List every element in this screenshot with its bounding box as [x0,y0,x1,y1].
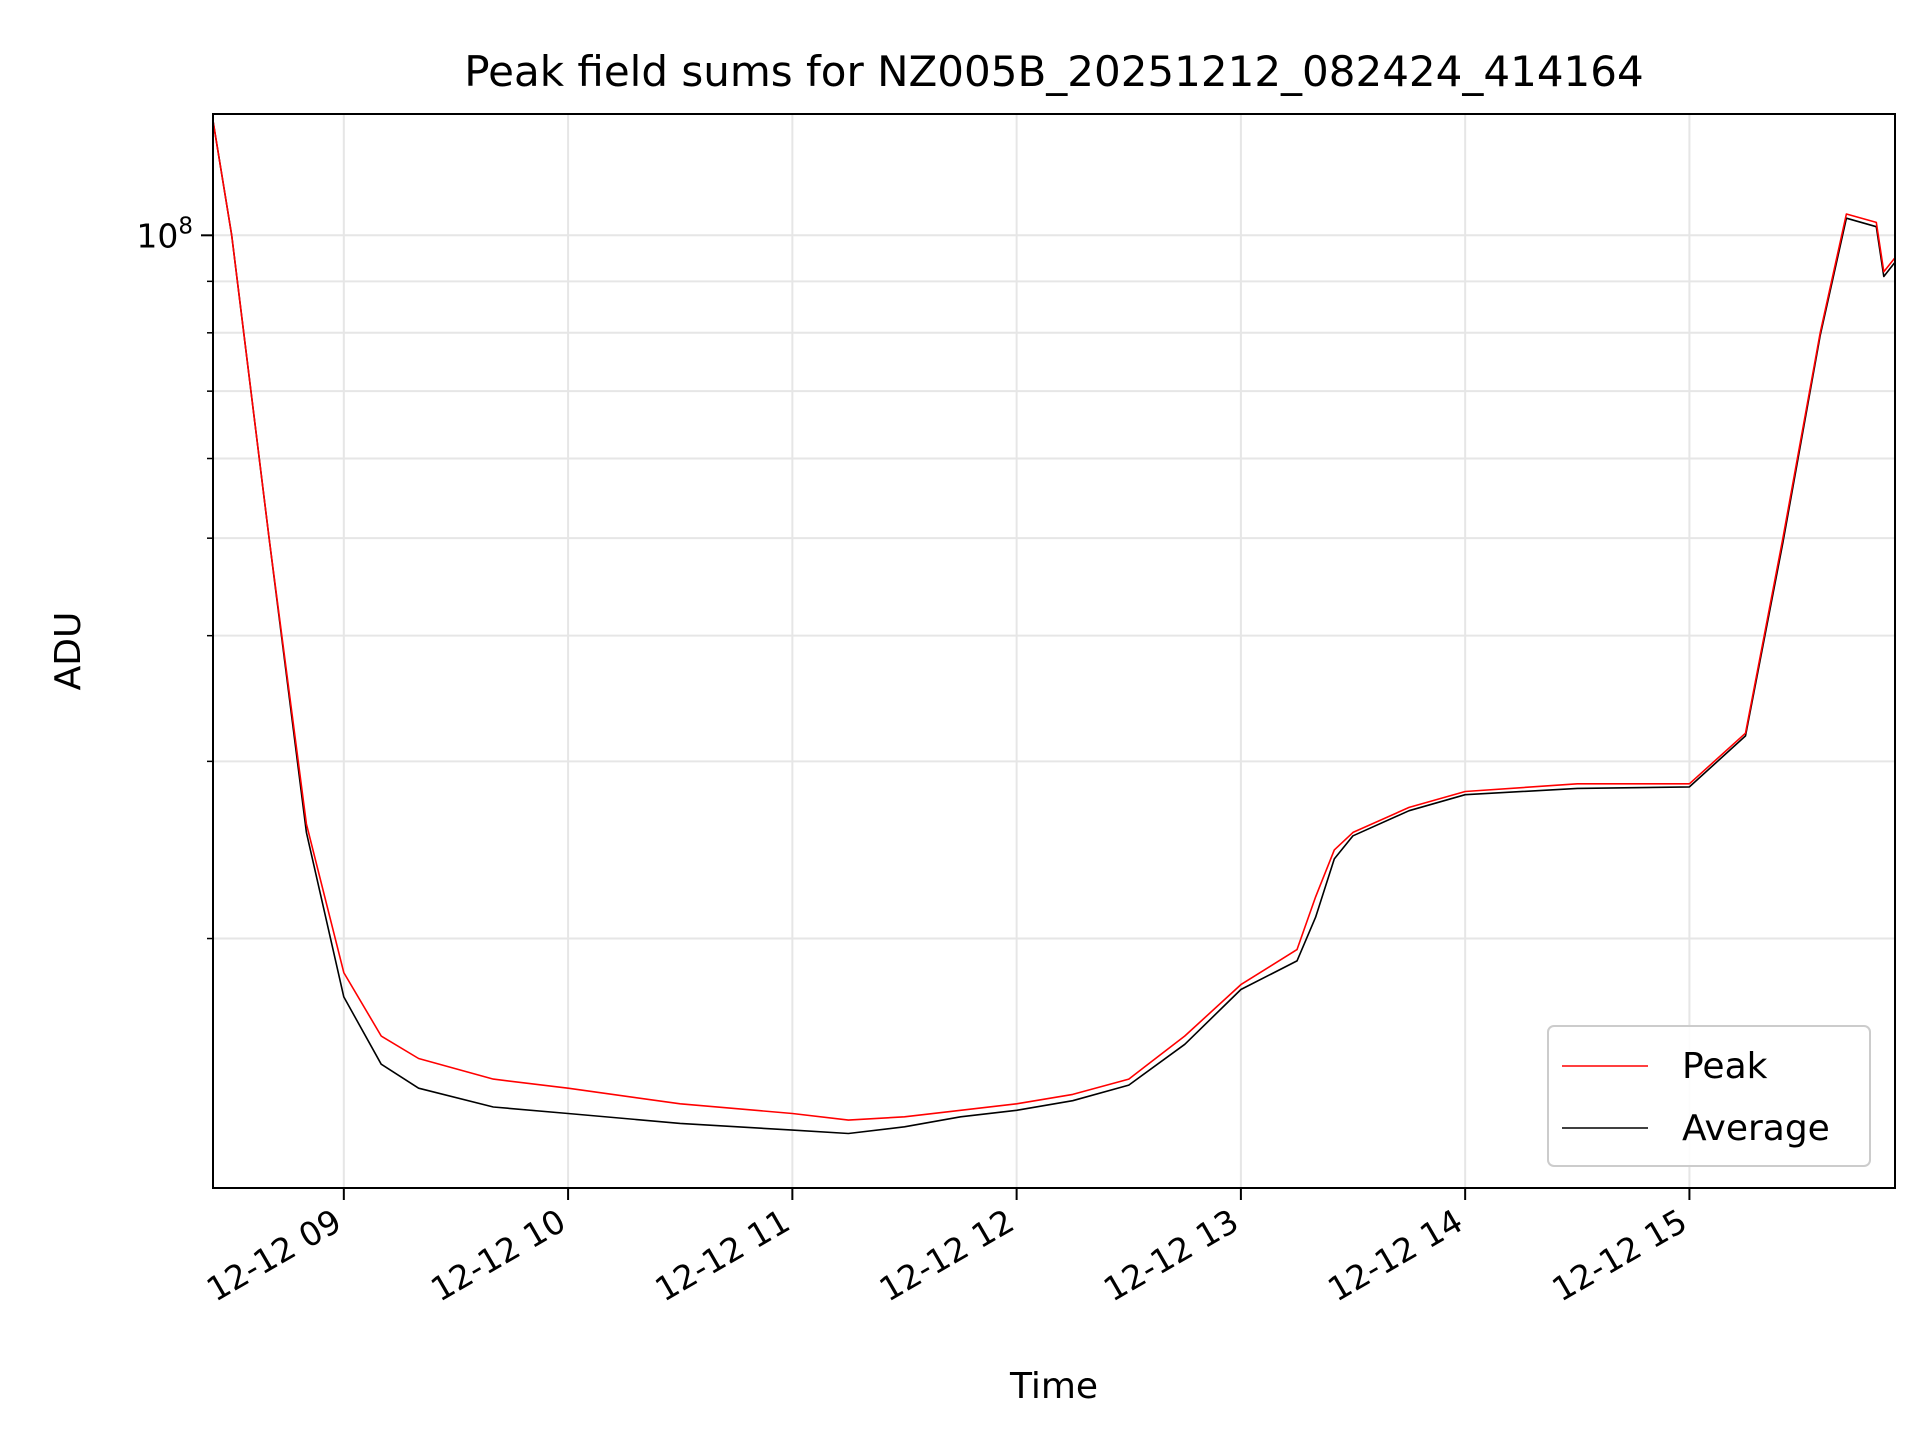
legend-label-average: Average [1682,1108,1830,1149]
series-line-peak [212,120,1896,1121]
plot-frame [212,113,1896,1189]
chart-title: Peak field sums for NZ005B_20251212_0824… [464,47,1643,96]
y-axis-label: ADU [48,612,89,691]
legend: Peak Average [1547,1025,1871,1167]
legend-label-peak: Peak [1682,1046,1768,1087]
y-tick-label: 108 [136,213,193,255]
series-layer [212,120,1896,1135]
grid-lines [213,114,1895,1188]
x-axis-label: Time [1009,1366,1098,1407]
legend-box [1547,1025,1871,1167]
